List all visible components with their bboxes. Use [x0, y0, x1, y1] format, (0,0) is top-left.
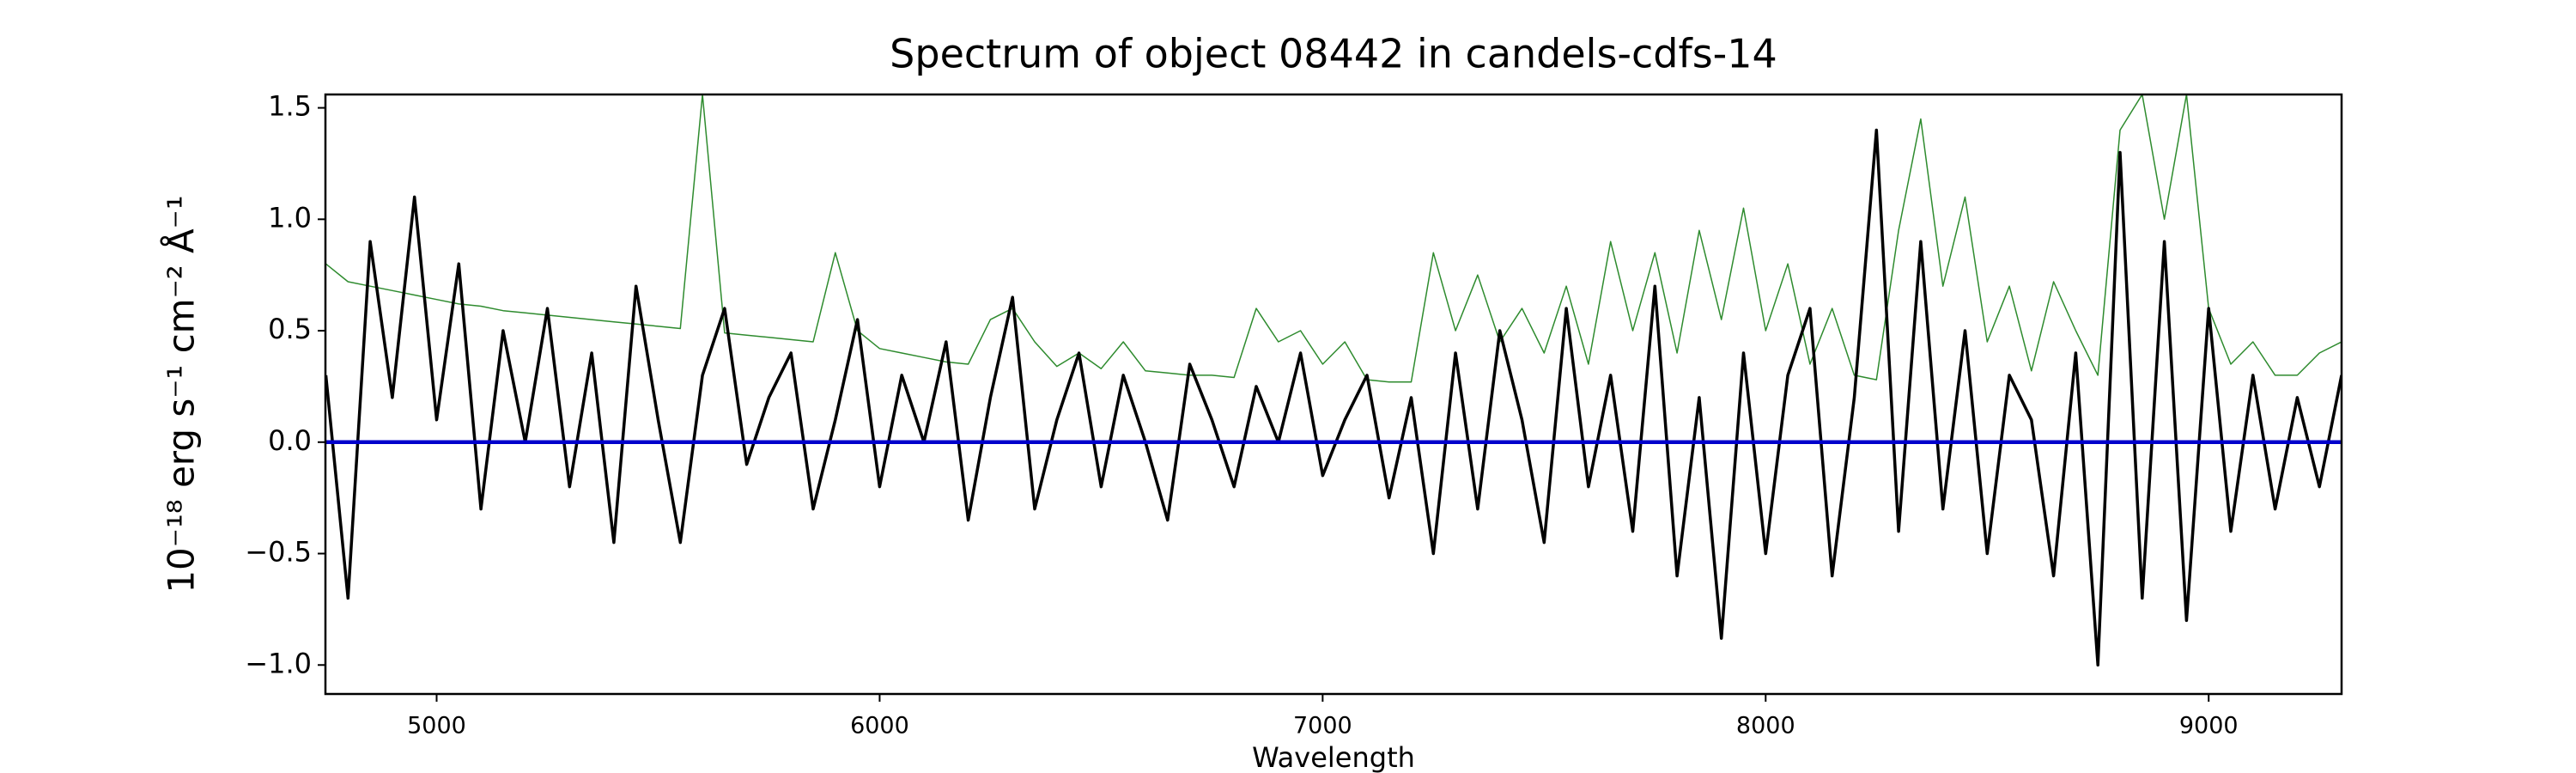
plot-frame — [324, 93, 2343, 696]
x-tick-label: 5000 — [407, 713, 466, 740]
y-tick-label: −0.5 — [245, 536, 312, 569]
y-axis-label: 10⁻¹⁸ erg s⁻¹ cm⁻² Å⁻¹ — [160, 195, 203, 593]
spectrum-line — [325, 128, 2342, 667]
x-tick-label: 7000 — [1293, 713, 1352, 740]
x-axis-label: Wavelength — [1252, 741, 1415, 773]
x-tick-label: 6000 — [850, 713, 909, 740]
plot-area — [325, 94, 2342, 667]
spectrum-line — [325, 94, 2342, 383]
y-tick-label: −1.0 — [245, 647, 312, 679]
y-tick-label: 0.0 — [268, 424, 312, 457]
y-tick-label: 1.5 — [268, 90, 312, 123]
chart-title: Spectrum of object 08442 in candels-cdfs… — [890, 31, 1777, 77]
x-tick-label: 8000 — [1736, 713, 1795, 740]
y-tick-label: 0.5 — [268, 313, 312, 345]
y-tick-label: 1.0 — [268, 201, 312, 234]
x-tick-label: 9000 — [2179, 713, 2239, 740]
